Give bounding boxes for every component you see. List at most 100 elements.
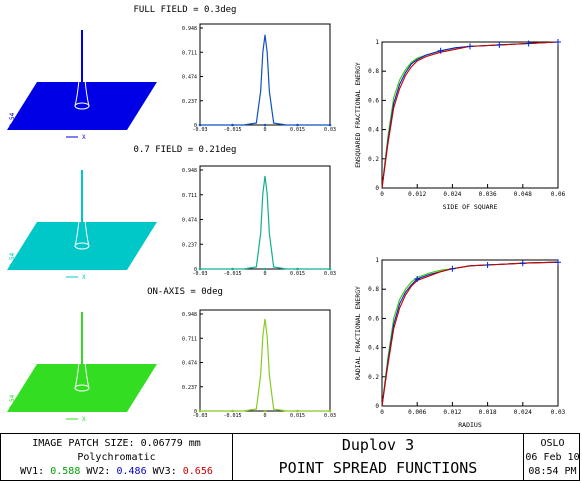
wl3-value: 0.656: [182, 466, 213, 477]
y-tick-label: 0.474: [182, 361, 197, 367]
x-tick-label: 0.012: [408, 191, 426, 198]
x-axis-label: RADIUS: [458, 421, 482, 429]
x-tick-label: 0: [263, 271, 266, 277]
y-tick-label: 0.8: [368, 68, 379, 75]
x-axis-label: SIDE OF SQUARE: [443, 203, 498, 211]
field-label: FULL FIELD = 0.3deg: [134, 5, 237, 15]
energy-series-2: [381, 41, 559, 189]
psf-base-ring: [74, 384, 90, 392]
energy-marker: [467, 43, 473, 50]
profile-marker: [198, 409, 202, 413]
x-tick-label: 0.012: [443, 409, 461, 416]
y-tick-label: 1: [375, 257, 379, 264]
profile-marker: [328, 123, 332, 127]
lens-title: Duplov 3: [341, 436, 415, 454]
energy-marker: [525, 40, 532, 47]
energy-marker: [496, 41, 503, 48]
x-tick-label: 0: [380, 191, 384, 198]
energy-marker: [519, 260, 526, 267]
profile-marker: [263, 267, 267, 271]
y-axis-label: ENSQUARED FRACTIONAL ENERGY: [354, 62, 362, 168]
x-tick-label: -0.03: [192, 127, 207, 133]
x-tick-label: 0.015: [290, 413, 305, 419]
x-tick-label: 0.015: [290, 127, 305, 133]
field-group-1: 0.7 FIELD = 0.21deg 0.54 X: [7, 145, 236, 281]
x-tick-label: -0.03: [192, 271, 207, 277]
profile-marker: [198, 267, 202, 271]
energy-marker: [449, 265, 456, 272]
y-tick-label: 1: [375, 39, 379, 46]
plot-frame: [199, 309, 331, 412]
x-tick-label: 0.048: [514, 191, 532, 198]
y-tick-label: 0.2: [368, 374, 379, 381]
x-tick-label: 0.006: [408, 409, 426, 416]
y-tick-label: 0.948: [182, 26, 197, 32]
x-axis-label: X: [82, 134, 86, 141]
energy-marker: [555, 259, 561, 266]
y-tick-label: 0: [194, 123, 197, 129]
x-tick-label: 0.03: [324, 413, 336, 419]
x-tick-label: 0.018: [479, 409, 497, 416]
x-tick-label: 0.036: [479, 191, 497, 198]
footer-info: IMAGE PATCH SIZE: 0.06779 mm Polychromat…: [1, 434, 233, 480]
x-tick-label: 0.024: [443, 191, 461, 198]
x-tick-label: 0: [263, 127, 266, 133]
wl3-label: WV3:: [152, 466, 177, 477]
profile-marker: [231, 409, 234, 413]
y-tick-label: 0.237: [182, 99, 197, 105]
energy-marker: [555, 39, 561, 45]
y-axis-label: RADIAL FRACTIONAL ENERGY: [354, 286, 362, 380]
x-tick-label: -0.03: [192, 413, 207, 419]
footer-panel: IMAGE PATCH SIZE: 0.06779 mm Polychromat…: [0, 433, 580, 481]
profile-marker: [231, 267, 234, 271]
surface-axis-label: 0.54: [9, 394, 16, 409]
y-tick-label: 0.474: [182, 75, 197, 81]
x-tick-label: -0.015: [223, 127, 241, 133]
plot-frame: [199, 165, 331, 270]
profile-marker: [296, 267, 299, 271]
energy-marker: [437, 47, 444, 54]
y-tick-label: 0.8: [368, 286, 379, 293]
mode-text: Polychromatic: [77, 452, 156, 463]
x-tick-label: 0.06: [551, 191, 566, 198]
program-name: OSLO: [540, 438, 565, 449]
y-tick-label: 0.6: [368, 97, 379, 104]
y-tick-label: 0.948: [182, 312, 197, 318]
x-tick-label: 0: [263, 413, 266, 419]
field-label: ON-AXIS = 0deg: [147, 287, 223, 297]
plot-frame: [381, 41, 559, 189]
field-group-0: FULL FIELD = 0.3deg 0.54 X: [7, 5, 236, 141]
plot-frame: [381, 259, 559, 407]
psf-base-ring: [74, 242, 90, 250]
psf-profile-line: [200, 34, 330, 126]
x-axis-label: X: [82, 274, 86, 281]
x-tick-label: 0.03: [324, 271, 336, 277]
y-tick-label: 0: [375, 403, 379, 410]
profile-marker: [328, 409, 332, 413]
energy-series-0: [381, 261, 559, 407]
time-text: 08:54 PM: [528, 466, 577, 477]
energy-series-1: [381, 41, 559, 189]
x-axis-label: X: [82, 416, 86, 423]
y-tick-label: 0: [194, 409, 197, 415]
wl2-value: 0.486: [116, 466, 147, 477]
surface-axis-label: 0.54: [9, 112, 16, 127]
x-tick-label: 0.03: [324, 127, 336, 133]
y-tick-label: 0.2: [368, 156, 379, 163]
patch-size-text: IMAGE PATCH SIZE: 0.06779 mm: [32, 438, 201, 449]
date-text: 06 Feb 10: [525, 452, 580, 463]
x-tick-label: 0.024: [514, 409, 532, 416]
psf-profile-line: [200, 318, 330, 412]
profile-marker: [231, 123, 234, 127]
wl2-label: WV2:: [86, 466, 111, 477]
profile-marker: [198, 123, 202, 127]
profile-marker: [263, 409, 267, 413]
psf-base-ring: [74, 102, 90, 110]
wl1-value: 0.588: [50, 466, 81, 477]
energy-chart-0: 0 0.2 0.4 0.6 0.8 1 0 0.012 0.024 0.036 0.048 0.06 S…: [354, 39, 566, 211]
y-tick-label: 0.948: [182, 168, 197, 174]
